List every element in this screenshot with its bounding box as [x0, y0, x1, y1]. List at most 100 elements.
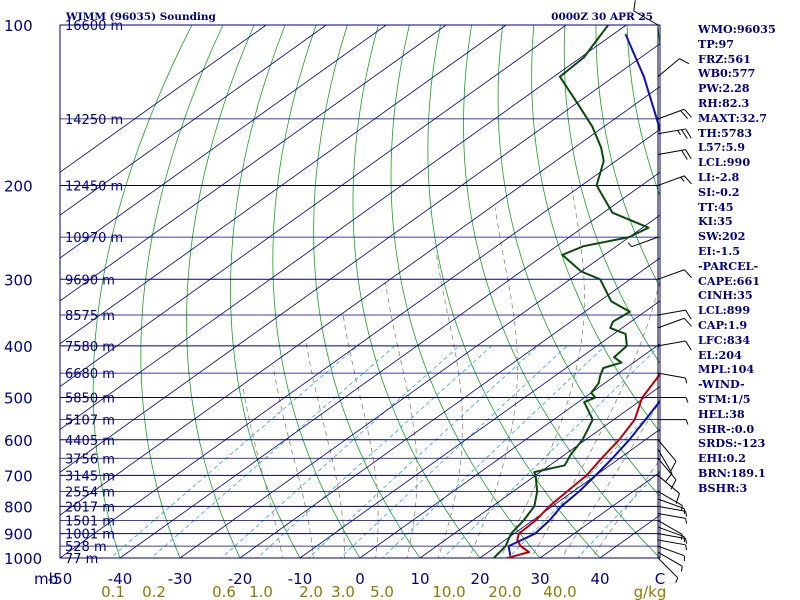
wind-barb: [657, 498, 685, 514]
height-labels: 16600 m 14250 m 12450 m 10970 m 9690 m 8575 m…: [65, 19, 123, 567]
wind-barb-staff: [657, 457, 677, 481]
wind-barb-staff: [657, 490, 683, 506]
temperature-tick-labels: -50 -40 -30 -20 -10 0 10 20 30 40 C: [48, 570, 665, 588]
dry-adiabat: [92, 25, 193, 558]
wind-barb-half-feather: [685, 397, 689, 403]
index-item: TH:5783: [698, 125, 753, 140]
wind-barb-staff: [657, 439, 677, 462]
wind-barbs: [627, 0, 692, 583]
wind-barb-staff: [657, 526, 685, 538]
mixing-ratio-label: 40.0: [543, 583, 576, 600]
height-label: 14250 m: [65, 113, 123, 128]
mixing-ratio-line: [442, 345, 660, 558]
mixing-ratio-line: [307, 345, 539, 558]
wind-barb-half-feather: [627, 242, 633, 248]
height-label: 6680 m: [65, 367, 115, 382]
moist-adiabat: [385, 283, 418, 558]
wind-barb: [657, 128, 692, 140]
isotherm: [179, 214, 660, 558]
parcel-profile: [507, 33, 660, 556]
height-label: 77 m: [65, 552, 98, 567]
index-item: LCL:990: [698, 155, 751, 170]
wind-barb: [657, 457, 677, 490]
isotherm: [359, 343, 660, 558]
index-item: LI:-2.8: [698, 169, 740, 184]
height-label: 5850 m: [65, 392, 115, 407]
wind-barb: [657, 108, 692, 120]
wind-barb-staff: [657, 269, 685, 280]
wind-barb-feather: [683, 108, 692, 118]
mixing-ratio-label: 0.6: [212, 583, 236, 600]
wind-barb: [657, 439, 677, 471]
index-item: CINH:35: [698, 288, 753, 303]
wind-barb-staff: [657, 372, 686, 379]
dry-adiabat: [140, 25, 224, 558]
wind-barb: [657, 533, 688, 544]
wind-barb-staff: [657, 448, 673, 474]
wind-barb-feather: [670, 460, 677, 471]
wind-barb-feather: [685, 309, 692, 320]
pressure-tick-label: 600: [4, 432, 33, 450]
wind-barb: [657, 505, 688, 517]
moist-adiabat: [591, 458, 660, 558]
index-item: BSHR:3: [698, 480, 748, 495]
index-item: PW:2.28: [698, 81, 750, 96]
mixing-ratio-label: 10.0: [432, 583, 465, 600]
wind-barb-staff: [657, 340, 686, 347]
dry-adiabat: [595, 25, 660, 288]
chart-datetime: 0000Z 30 APR 25: [551, 11, 653, 23]
dry-adiabats: [92, 25, 660, 558]
wind-barb-feather: [670, 479, 677, 490]
index-item: L57:5.9: [698, 140, 746, 155]
index-item: -PARCEL-: [698, 258, 759, 273]
index-item: EI:-1.5: [698, 243, 740, 258]
wind-barb-feather: [683, 317, 692, 327]
wind-barb: [657, 512, 688, 524]
mixing-ratio-label: 20.0: [488, 583, 521, 600]
wind-barb-half-feather: [685, 377, 688, 384]
mixing-ratio-label: 0.2: [142, 583, 166, 600]
wind-barb-staff: [657, 498, 685, 510]
wind-barb-staff: [657, 128, 686, 135]
pressure-tick-label: 900: [4, 526, 33, 544]
index-item: TP:97: [698, 36, 735, 51]
moist-adiabat: [561, 400, 660, 558]
pressure-tick-label: 700: [4, 467, 33, 485]
mixing-ratio-label: 5.0: [370, 583, 394, 600]
index-item: SHR-:0.0: [698, 421, 755, 436]
wind-barb-staff: [631, 236, 659, 248]
wind-barb-half-feather: [675, 577, 679, 583]
wind-barb-feather: [675, 493, 680, 504]
pressure-tick-label: 1000: [4, 550, 42, 568]
mixing-ratio-label: 0.1: [101, 583, 125, 600]
temperature-tick-label: -30: [168, 570, 193, 588]
temperature-tick-label: -20: [228, 570, 253, 588]
isotherm: [60, 25, 627, 430]
wind-barb-staff: [657, 551, 683, 567]
mixing-ratio-line: [256, 345, 492, 558]
wind-barb: [657, 340, 692, 351]
wind-barb-half-feather: [680, 566, 683, 572]
wind-barb: [627, 236, 659, 248]
wind-barb-half-feather: [685, 538, 688, 544]
dry-adiabat: [463, 25, 660, 558]
mixing-ratio-line: [381, 345, 606, 558]
mixing-ratio-line: [109, 345, 358, 558]
height-label: 12450 m: [65, 179, 123, 194]
index-item: EL:204: [698, 347, 742, 362]
plot-frame: [59, 24, 661, 559]
index-item: MAXT:32.7: [698, 110, 768, 125]
wind-barb: [657, 58, 690, 78]
wind-barb-feather: [633, 0, 636, 12]
wind-barb-feather: [681, 150, 688, 160]
temperature-tick-label: -50: [48, 570, 73, 588]
index-item: WMO:96035: [698, 22, 776, 36]
wind-barb: [657, 526, 685, 543]
mixing-ratio-line: [507, 403, 660, 558]
wind-barb-staff: [657, 175, 685, 186]
wind-barb-staff: [657, 533, 686, 539]
index-item: CAP:1.9: [698, 317, 748, 332]
isotherm: [239, 257, 660, 558]
height-label: 1501 m: [65, 514, 115, 529]
height-label: 3145 m: [65, 469, 115, 484]
